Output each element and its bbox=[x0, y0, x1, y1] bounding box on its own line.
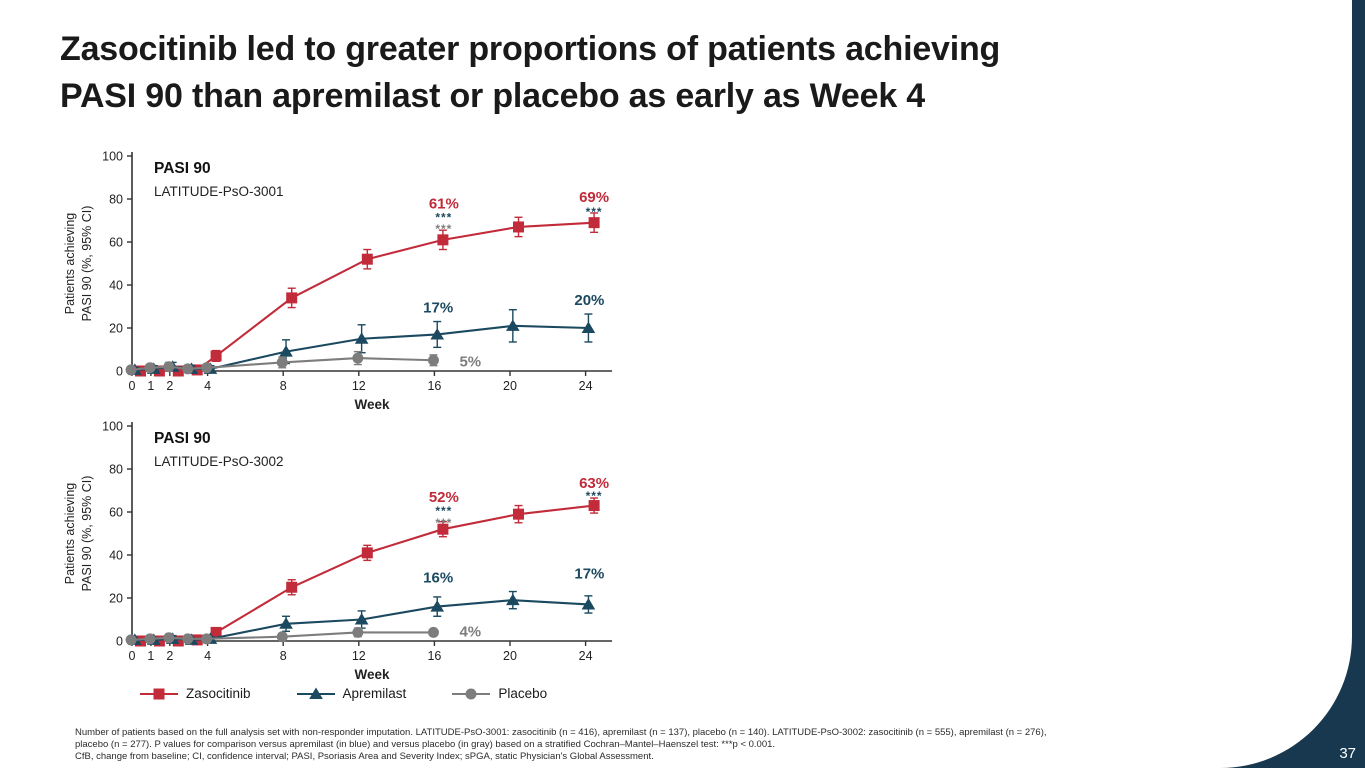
svg-text:61%: 61% bbox=[429, 195, 459, 212]
svg-text:80: 80 bbox=[109, 193, 123, 207]
svg-text:***: *** bbox=[435, 210, 452, 224]
svg-text:12: 12 bbox=[352, 379, 366, 393]
svg-text:0: 0 bbox=[116, 635, 123, 649]
footnote-line2: placebo (n = 277). P values for comparis… bbox=[75, 738, 776, 750]
svg-text:4: 4 bbox=[204, 649, 211, 663]
svg-text:***: *** bbox=[435, 222, 452, 236]
svg-text:16: 16 bbox=[427, 649, 441, 663]
svg-text:Patients achieving: Patients achieving bbox=[63, 483, 77, 585]
svg-text:20: 20 bbox=[503, 649, 517, 663]
svg-text:PASI 90: PASI 90 bbox=[154, 430, 211, 447]
legend-item-apremilast: Apremilast bbox=[296, 686, 407, 701]
svg-text:***: *** bbox=[586, 205, 603, 219]
circle-marker-icon bbox=[452, 688, 491, 699]
svg-text:24: 24 bbox=[579, 649, 593, 663]
svg-text:4: 4 bbox=[204, 379, 211, 393]
svg-text:20%: 20% bbox=[574, 292, 604, 309]
footnote-line1: Number of patients based on the full ana… bbox=[75, 727, 1047, 738]
svg-text:8: 8 bbox=[280, 649, 287, 663]
svg-text:LATITUDE-PsO-3002: LATITUDE-PsO-3002 bbox=[154, 454, 284, 469]
svg-text:Week: Week bbox=[355, 667, 391, 682]
page-title-line2: PASI 90 than apremilast or placebo as ea… bbox=[60, 77, 925, 115]
svg-text:1: 1 bbox=[147, 649, 154, 663]
svg-text:Week: Week bbox=[355, 397, 391, 412]
svg-text:16: 16 bbox=[427, 379, 441, 393]
svg-text:0: 0 bbox=[116, 365, 123, 379]
legend-item-zasocitinib: Zasocitinib bbox=[140, 686, 251, 701]
legend-label: Apremilast bbox=[342, 686, 407, 701]
page-title: Zasocitinib led to greater proportions o… bbox=[60, 26, 1000, 120]
svg-text:20: 20 bbox=[109, 322, 123, 336]
svg-text:0: 0 bbox=[129, 649, 136, 663]
svg-text:PASI 90: PASI 90 bbox=[154, 160, 211, 177]
svg-text:24: 24 bbox=[579, 379, 593, 393]
svg-text:40: 40 bbox=[109, 279, 123, 293]
svg-text:17%: 17% bbox=[423, 300, 453, 317]
svg-text:60: 60 bbox=[109, 506, 123, 520]
svg-text:60: 60 bbox=[109, 236, 123, 250]
svg-text:LATITUDE-PsO-3001: LATITUDE-PsO-3001 bbox=[154, 184, 284, 199]
legend: Zasocitinib Apremilast Placebo bbox=[140, 686, 547, 701]
page-title-line1: Zasocitinib led to greater proportions o… bbox=[60, 30, 1001, 68]
svg-text:20: 20 bbox=[503, 379, 517, 393]
square-marker-icon bbox=[140, 688, 178, 699]
svg-text:80: 80 bbox=[109, 463, 123, 477]
svg-text:40: 40 bbox=[109, 549, 123, 563]
legend-item-placebo: Placebo bbox=[452, 686, 547, 701]
legend-label: Zasocitinib bbox=[186, 686, 251, 701]
legend-label: Placebo bbox=[498, 686, 548, 701]
svg-text:20: 20 bbox=[109, 592, 123, 606]
footnote-line3: CfB, change from baseline; CI, confidenc… bbox=[75, 750, 654, 762]
svg-text:0: 0 bbox=[129, 379, 136, 393]
svg-text:1: 1 bbox=[147, 379, 154, 393]
page-number: 37 bbox=[1339, 745, 1356, 762]
svg-text:63%: 63% bbox=[579, 475, 609, 492]
svg-text:***: *** bbox=[435, 516, 452, 530]
footnote: Number of patients based on the full ana… bbox=[75, 727, 1315, 762]
svg-text:52%: 52% bbox=[429, 489, 459, 506]
svg-text:Patients achieving: Patients achieving bbox=[63, 213, 77, 315]
svg-text:17%: 17% bbox=[574, 565, 604, 582]
svg-text:***: *** bbox=[586, 489, 603, 503]
svg-text:4%: 4% bbox=[459, 623, 481, 640]
right-accent-strip bbox=[1352, 0, 1365, 768]
svg-text:69%: 69% bbox=[579, 189, 609, 206]
svg-text:100: 100 bbox=[102, 420, 123, 434]
svg-text:PASI 90 (%, 95% CI): PASI 90 (%, 95% CI) bbox=[80, 476, 94, 592]
svg-text:***: *** bbox=[435, 504, 452, 518]
svg-text:100: 100 bbox=[102, 150, 123, 164]
triangle-marker-icon bbox=[296, 687, 335, 699]
svg-text:12: 12 bbox=[352, 649, 366, 663]
svg-text:5%: 5% bbox=[459, 353, 481, 370]
svg-text:PASI 90 (%, 95% CI): PASI 90 (%, 95% CI) bbox=[80, 206, 94, 322]
svg-text:16%: 16% bbox=[423, 570, 453, 587]
svg-text:8: 8 bbox=[280, 379, 287, 393]
corner-swoosh bbox=[1220, 593, 1365, 768]
svg-text:2: 2 bbox=[166, 379, 173, 393]
svg-text:2: 2 bbox=[166, 649, 173, 663]
